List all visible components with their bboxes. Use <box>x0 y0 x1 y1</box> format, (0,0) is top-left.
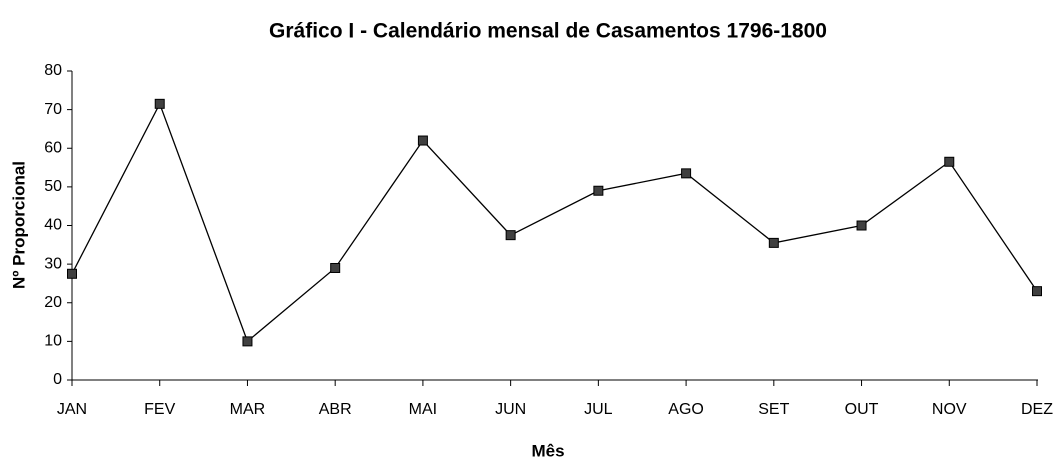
chart-title: Gráfico I - Calendário mensal de Casamen… <box>269 20 827 43</box>
y-axis-label: Nº Proporcional <box>9 161 28 289</box>
data-point <box>154 98 165 109</box>
y-tick-label: 70 <box>44 101 62 118</box>
data-point <box>944 156 955 167</box>
x-tick-label: FEV <box>144 401 175 418</box>
x-tick-label: ABR <box>319 401 352 418</box>
x-tick-label: MAI <box>409 401 437 418</box>
y-tick-label: 0 <box>53 371 62 388</box>
x-axis-label: Mês <box>531 441 564 460</box>
x-tick-label: JAN <box>57 401 87 418</box>
data-point <box>505 230 516 241</box>
y-tick-label: 80 <box>44 62 62 79</box>
y-tick-label: 60 <box>44 139 62 156</box>
x-tick-label: JUL <box>584 401 613 418</box>
y-tick-label: 10 <box>44 333 62 350</box>
data-point <box>856 220 867 231</box>
x-tick-label: OUT <box>845 401 879 418</box>
x-tick-label: AGO <box>668 401 704 418</box>
data-point <box>1032 286 1042 297</box>
data-point <box>681 168 692 179</box>
y-tick-label: 40 <box>44 217 62 234</box>
data-point <box>417 135 428 146</box>
x-tick-label: DEZ <box>1021 401 1053 418</box>
x-tick-label: JUN <box>495 401 526 418</box>
data-point <box>242 336 253 347</box>
data-point <box>593 185 604 196</box>
data-point <box>67 268 77 279</box>
data-point <box>768 237 779 248</box>
data-point <box>330 262 341 273</box>
x-tick-label: NOV <box>932 401 967 418</box>
y-tick-label: 20 <box>44 294 62 311</box>
x-tick-label: SET <box>758 401 789 418</box>
y-tick-label: 50 <box>44 178 62 195</box>
data-line <box>71 102 1038 343</box>
y-tick-label: 30 <box>44 255 62 272</box>
x-tick-label: MAR <box>230 401 266 418</box>
